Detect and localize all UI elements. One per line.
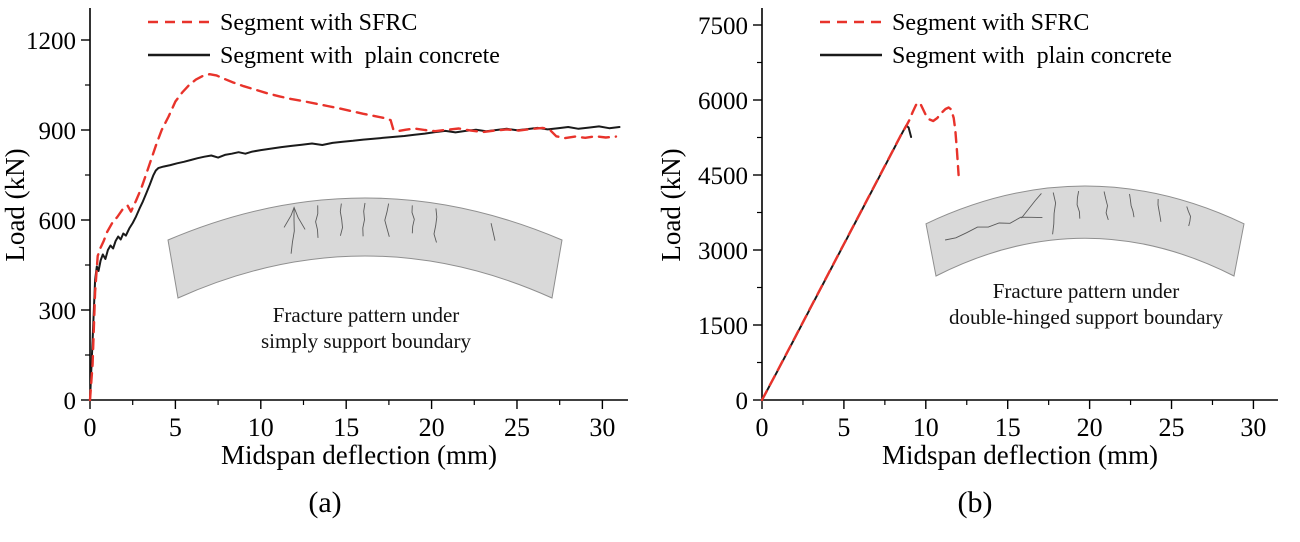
legend-label: Segment with SFRC xyxy=(892,10,1089,36)
series-sfrc xyxy=(760,101,960,402)
figure-two-panel: 0 5 10 15 20 25 30 0 300 600 900 1200 Midspan deflec… xyxy=(0,0,1300,520)
crack-line xyxy=(290,208,295,254)
y-tick-label: 1200 xyxy=(26,28,76,55)
crack-horizontal xyxy=(945,216,1043,241)
fracture-cracks xyxy=(945,191,1191,241)
chart-b-caption: (b) xyxy=(957,486,993,519)
chart-a-block: 0 5 10 15 20 25 30 0 300 600 900 1200 Midspan deflec… xyxy=(0,0,650,520)
crack-line xyxy=(1052,192,1057,235)
x-tick-label: 5 xyxy=(837,413,850,442)
crack-line xyxy=(1076,191,1081,219)
x-tick-label: 20 xyxy=(1077,413,1103,442)
crack-line xyxy=(362,202,366,237)
crack-line xyxy=(1103,191,1109,221)
series-plain-concrete xyxy=(761,124,913,401)
y-axis-title: Load (kN) xyxy=(0,148,30,261)
crack-line xyxy=(490,223,496,241)
x-tick-label: 25 xyxy=(504,413,530,442)
x-tick-label: 0 xyxy=(756,413,769,442)
legend-label: Segment with plain concrete xyxy=(892,43,1172,69)
x-tick-label: 15 xyxy=(995,413,1021,442)
x-axis-title: Midspan deflection (mm) xyxy=(221,440,497,470)
crack-branch xyxy=(1021,193,1042,219)
x-tick-label: 10 xyxy=(913,413,939,442)
chart-a-caption: (a) xyxy=(308,486,342,519)
crack-line xyxy=(1129,193,1135,218)
y-tick-label: 900 xyxy=(39,118,77,145)
crack-line xyxy=(384,203,390,237)
inset-caption-line: Fracture pattern under xyxy=(273,303,460,327)
y-tick-label: 0 xyxy=(736,388,749,415)
chart-b-svg: 0 5 10 15 20 25 30 0 1500 3000 4500 6000 7500 Midspan… xyxy=(656,8,1278,470)
fracture-segment-sketch xyxy=(925,185,1245,277)
fracture-cracks xyxy=(283,202,496,254)
x-tick-label: 0 xyxy=(84,413,97,442)
x-tick-label: 20 xyxy=(419,413,445,442)
y-tick-label: 4500 xyxy=(698,163,748,190)
legend-label: Segment with SFRC xyxy=(220,10,417,36)
crack-line xyxy=(411,205,415,234)
y-tick-label: 0 xyxy=(64,388,77,415)
crack-line xyxy=(315,205,319,238)
x-tick-label: 5 xyxy=(169,413,182,442)
x-axis-title: Midspan deflection (mm) xyxy=(882,440,1158,470)
x-tick-label: 25 xyxy=(1159,413,1185,442)
x-tick-label: 30 xyxy=(589,413,615,442)
crack-branch xyxy=(283,206,306,230)
inset-caption-line: Fracture pattern under xyxy=(993,279,1180,303)
fracture-segment-sketch xyxy=(167,197,563,299)
y-tick-label: 3000 xyxy=(698,238,748,265)
y-tick-label: 6000 xyxy=(698,88,748,115)
y-tick-label: 300 xyxy=(39,298,77,325)
inset-caption-line: double-hinged support boundary xyxy=(949,305,1224,329)
crack-line xyxy=(1157,198,1162,222)
y-axis-title: Load (kN) xyxy=(656,148,686,261)
x-tick-label: 30 xyxy=(1240,413,1266,442)
crack-line xyxy=(433,208,438,243)
y-tick-label: 600 xyxy=(39,208,77,235)
y-tick-label: 7500 xyxy=(698,13,748,40)
y-tick-label: 1500 xyxy=(698,313,748,340)
x-tick-label: 10 xyxy=(248,413,274,442)
x-tick-label: 15 xyxy=(333,413,359,442)
legend-label: Segment with plain concrete xyxy=(220,43,500,69)
crack-line xyxy=(339,203,343,236)
chart-b-block: 0 5 10 15 20 25 30 0 1500 3000 4500 6000 7500 Midspan… xyxy=(650,0,1300,520)
crack-line xyxy=(1186,206,1191,227)
series-sfrc xyxy=(88,72,618,402)
inset-caption-line: simply support boundary xyxy=(261,329,471,353)
